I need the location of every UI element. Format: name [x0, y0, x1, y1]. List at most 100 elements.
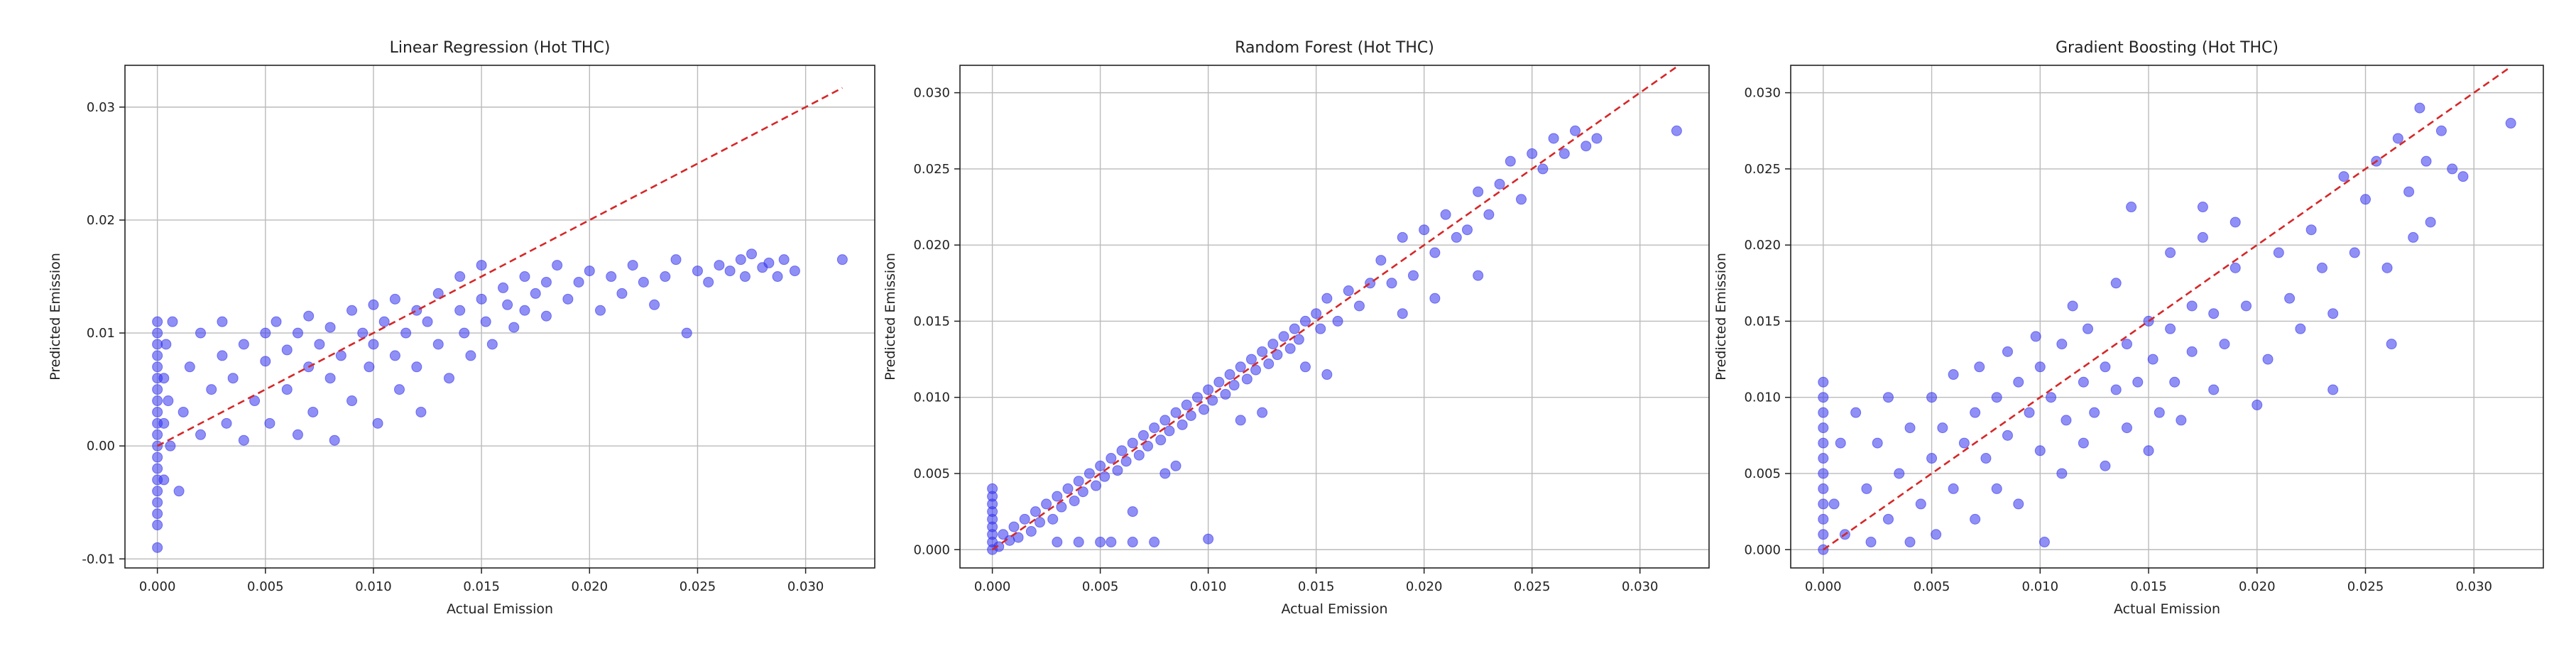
- data-point: [1106, 537, 1117, 548]
- data-point: [152, 497, 163, 508]
- data-point: [1970, 407, 1981, 418]
- data-point: [2165, 247, 2176, 258]
- data-point: [1548, 133, 1559, 144]
- data-point: [443, 373, 454, 384]
- data-point: [1170, 460, 1181, 471]
- data-point: [221, 417, 232, 429]
- data-point: [1091, 480, 1102, 491]
- data-point: [1149, 537, 1160, 548]
- data-point: [1250, 364, 1262, 376]
- data-point: [206, 384, 217, 395]
- data-point: [2046, 392, 2057, 403]
- data-point: [195, 327, 207, 339]
- data-point: [1127, 537, 1138, 548]
- data-point: [2240, 300, 2252, 312]
- data-point: [763, 257, 775, 268]
- x-tick-label: 0.000: [1805, 579, 1842, 594]
- data-point: [281, 384, 293, 395]
- x-tick-label: 0.030: [2455, 579, 2492, 594]
- data-point: [1515, 194, 1527, 205]
- data-point: [2165, 323, 2176, 334]
- data-point: [1181, 399, 1192, 410]
- y-tick-label: 0.025: [913, 162, 950, 177]
- data-point: [152, 361, 163, 373]
- data-point: [1451, 231, 1462, 243]
- data-point: [540, 276, 552, 288]
- data-point: [152, 520, 163, 531]
- data-point: [1818, 453, 1829, 464]
- y-tick-label: -0.01: [82, 552, 115, 567]
- data-point: [2230, 217, 2241, 228]
- data-point: [173, 486, 185, 497]
- data-point: [314, 339, 325, 350]
- data-point: [714, 260, 725, 271]
- data-point: [1272, 349, 1283, 361]
- axis-ticks: 0.000 0.005 0.010 0.015 0.020 0.025 0.030 0.000…: [1744, 86, 2492, 594]
- data-point: [2273, 247, 2284, 258]
- data-point: [1569, 125, 1581, 136]
- data-point: [2219, 339, 2230, 350]
- y-tick-label: 0.010: [913, 390, 950, 405]
- scatter-series: [1818, 102, 2516, 555]
- data-point: [2024, 407, 2035, 418]
- data-point: [1429, 247, 1441, 258]
- data-point: [1241, 373, 1252, 385]
- data-point: [1494, 178, 1505, 190]
- data-point: [1321, 369, 1333, 381]
- x-tick-label: 0.000: [974, 579, 1011, 594]
- data-point: [1865, 537, 1877, 548]
- data-point: [1030, 506, 1041, 518]
- data-point: [476, 293, 487, 305]
- data-point: [1203, 533, 1214, 545]
- data-point: [2039, 537, 2050, 548]
- data-point: [1069, 496, 1080, 507]
- data-point: [778, 254, 790, 266]
- data-point: [1818, 483, 1829, 494]
- data-point: [368, 339, 379, 350]
- reference-line: [157, 87, 843, 447]
- data-point: [987, 483, 998, 494]
- data-point: [400, 327, 412, 339]
- data-point: [476, 260, 487, 271]
- data-point: [681, 327, 692, 339]
- data-point: [1419, 224, 1430, 236]
- x-tick-label: 0.025: [680, 579, 716, 594]
- y-tick-label: 0.020: [1744, 238, 1781, 253]
- data-point: [2316, 262, 2327, 273]
- data-point: [562, 293, 574, 305]
- data-point: [692, 266, 703, 277]
- data-point: [2089, 407, 2100, 418]
- data-point: [998, 529, 1009, 540]
- data-point: [1170, 407, 1181, 418]
- data-point: [2083, 323, 2094, 334]
- data-point: [1106, 453, 1117, 464]
- data-point: [540, 310, 552, 322]
- data-point: [2002, 346, 2013, 357]
- x-tick-label: 0.025: [1514, 579, 1551, 594]
- data-point: [584, 266, 595, 277]
- data-point: [411, 361, 422, 373]
- data-point: [1926, 453, 1938, 464]
- data-point: [2360, 194, 2372, 205]
- grid-lines: [1791, 65, 2543, 568]
- data-point: [152, 452, 163, 463]
- data-point: [1915, 498, 1926, 510]
- data-point: [993, 541, 1005, 552]
- data-point: [1559, 148, 1570, 159]
- data-point: [1025, 526, 1037, 537]
- data-point: [264, 417, 275, 429]
- data-point: [152, 429, 163, 440]
- y-tick-label: 0.00: [87, 439, 115, 454]
- data-point: [606, 271, 617, 283]
- data-point: [1047, 513, 1059, 525]
- data-point: [1818, 392, 1829, 403]
- data-point: [1429, 292, 1441, 304]
- grid-lines: [125, 65, 875, 568]
- data-point: [372, 417, 383, 429]
- data-point: [184, 361, 195, 373]
- data-point: [260, 327, 271, 339]
- data-point: [1228, 380, 1240, 391]
- y-tick-label: 0.000: [1744, 542, 1781, 557]
- data-point: [152, 406, 163, 417]
